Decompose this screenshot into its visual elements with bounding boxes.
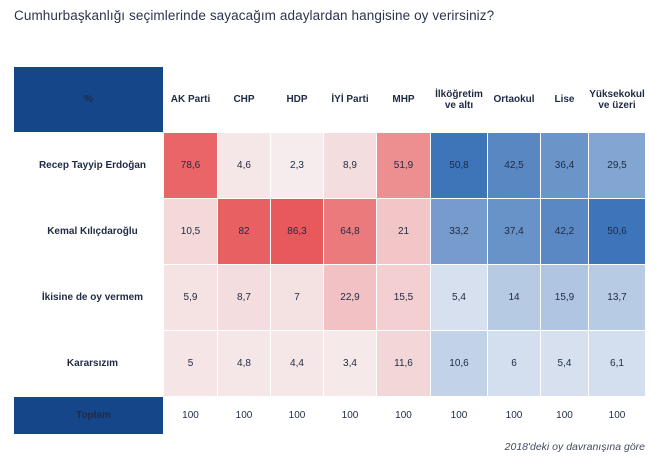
cell-party-value: 10,5 <box>164 199 218 265</box>
cell-party-value: 22,9 <box>324 265 377 331</box>
cell-party-value: 5,9 <box>164 265 218 331</box>
cell-education-value: 33,2 <box>431 199 488 265</box>
cell-party-value: 11,6 <box>377 331 431 397</box>
cell-education-value: 6 <box>488 331 541 397</box>
table-row: Kemal Kılıçdaroğlu 10,5 82 86,3 64,8 21 33,2 37… <box>14 199 646 265</box>
cell-party-value: 21 <box>377 199 431 265</box>
row-label: Recep Tayyip Erdoğan <box>14 133 164 199</box>
total-value: 100 <box>589 397 646 435</box>
cell-education-value: 10,6 <box>431 331 488 397</box>
footnote: 2018'deki oy davranışına göre <box>504 441 645 453</box>
chart-title: Cumhurbaşkanlığı seçimlerinde sayacağım … <box>14 8 495 23</box>
total-value: 100 <box>218 397 271 435</box>
column-header-party: MHP <box>377 67 431 133</box>
cell-education-value: 5,4 <box>541 331 589 397</box>
cell-party-value: 5 <box>164 331 218 397</box>
cell-education-value: 29,5 <box>589 133 646 199</box>
cell-education-value: 37,4 <box>488 199 541 265</box>
total-value: 100 <box>377 397 431 435</box>
crosstab-table: % AK Parti CHP HDP İYİ Parti MHP İlköğretim v… <box>14 67 646 435</box>
cell-education-value: 15,9 <box>541 265 589 331</box>
cell-education-value: 42,5 <box>488 133 541 199</box>
column-header-education: Yüksekokul ve üzeri <box>589 67 646 133</box>
total-value: 100 <box>324 397 377 435</box>
row-label: Kararsızım <box>14 331 164 397</box>
cell-party-value: 64,8 <box>324 199 377 265</box>
total-value: 100 <box>488 397 541 435</box>
column-header-party: CHP <box>218 67 271 133</box>
row-label: İkisine de oy vermem <box>14 265 164 331</box>
table-row: Recep Tayyip Erdoğan 78,6 4,6 2,3 8,9 51,9 50,… <box>14 133 646 199</box>
cell-party-value: 4,4 <box>271 331 324 397</box>
cell-party-value: 82 <box>218 199 271 265</box>
cell-party-value: 78,6 <box>164 133 218 199</box>
total-row: Toplam 100 100 100 100 100 100 100 100 100 <box>14 397 646 435</box>
cell-education-value: 6,1 <box>589 331 646 397</box>
cell-education-value: 50,6 <box>589 199 646 265</box>
cell-party-value: 2,3 <box>271 133 324 199</box>
total-value: 100 <box>271 397 324 435</box>
cell-education-value: 50,8 <box>431 133 488 199</box>
cell-party-value: 8,7 <box>218 265 271 331</box>
total-value: 100 <box>431 397 488 435</box>
column-header-education: İlköğretim ve altı <box>431 67 488 133</box>
column-header-party: AK Parti <box>164 67 218 133</box>
cell-party-value: 51,9 <box>377 133 431 199</box>
table-row: İkisine de oy vermem 5,9 8,7 7 22,9 15,5 5,4 14… <box>14 265 646 331</box>
cell-party-value: 3,4 <box>324 331 377 397</box>
header-row: % AK Parti CHP HDP İYİ Parti MHP İlköğretim v… <box>14 67 646 133</box>
cell-party-value: 15,5 <box>377 265 431 331</box>
corner-cell: % <box>14 67 164 133</box>
cell-education-value: 42,2 <box>541 199 589 265</box>
cell-education-value: 5,4 <box>431 265 488 331</box>
column-header-party: İYİ Parti <box>324 67 377 133</box>
cell-education-value: 14 <box>488 265 541 331</box>
total-value: 100 <box>164 397 218 435</box>
row-label: Kemal Kılıçdaroğlu <box>14 199 164 265</box>
column-header-education: Lise <box>541 67 589 133</box>
column-header-education: Ortaokul <box>488 67 541 133</box>
cell-party-value: 4,6 <box>218 133 271 199</box>
total-value: 100 <box>541 397 589 435</box>
cell-party-value: 86,3 <box>271 199 324 265</box>
cell-party-value: 8,9 <box>324 133 377 199</box>
cell-party-value: 4,8 <box>218 331 271 397</box>
table-row: Kararsızım 5 4,8 4,4 3,4 11,6 10,6 6 5,4 6,1 <box>14 331 646 397</box>
column-header-party: HDP <box>271 67 324 133</box>
cell-party-value: 7 <box>271 265 324 331</box>
cell-education-value: 36,4 <box>541 133 589 199</box>
total-label: Toplam <box>14 397 164 435</box>
cell-education-value: 13,7 <box>589 265 646 331</box>
